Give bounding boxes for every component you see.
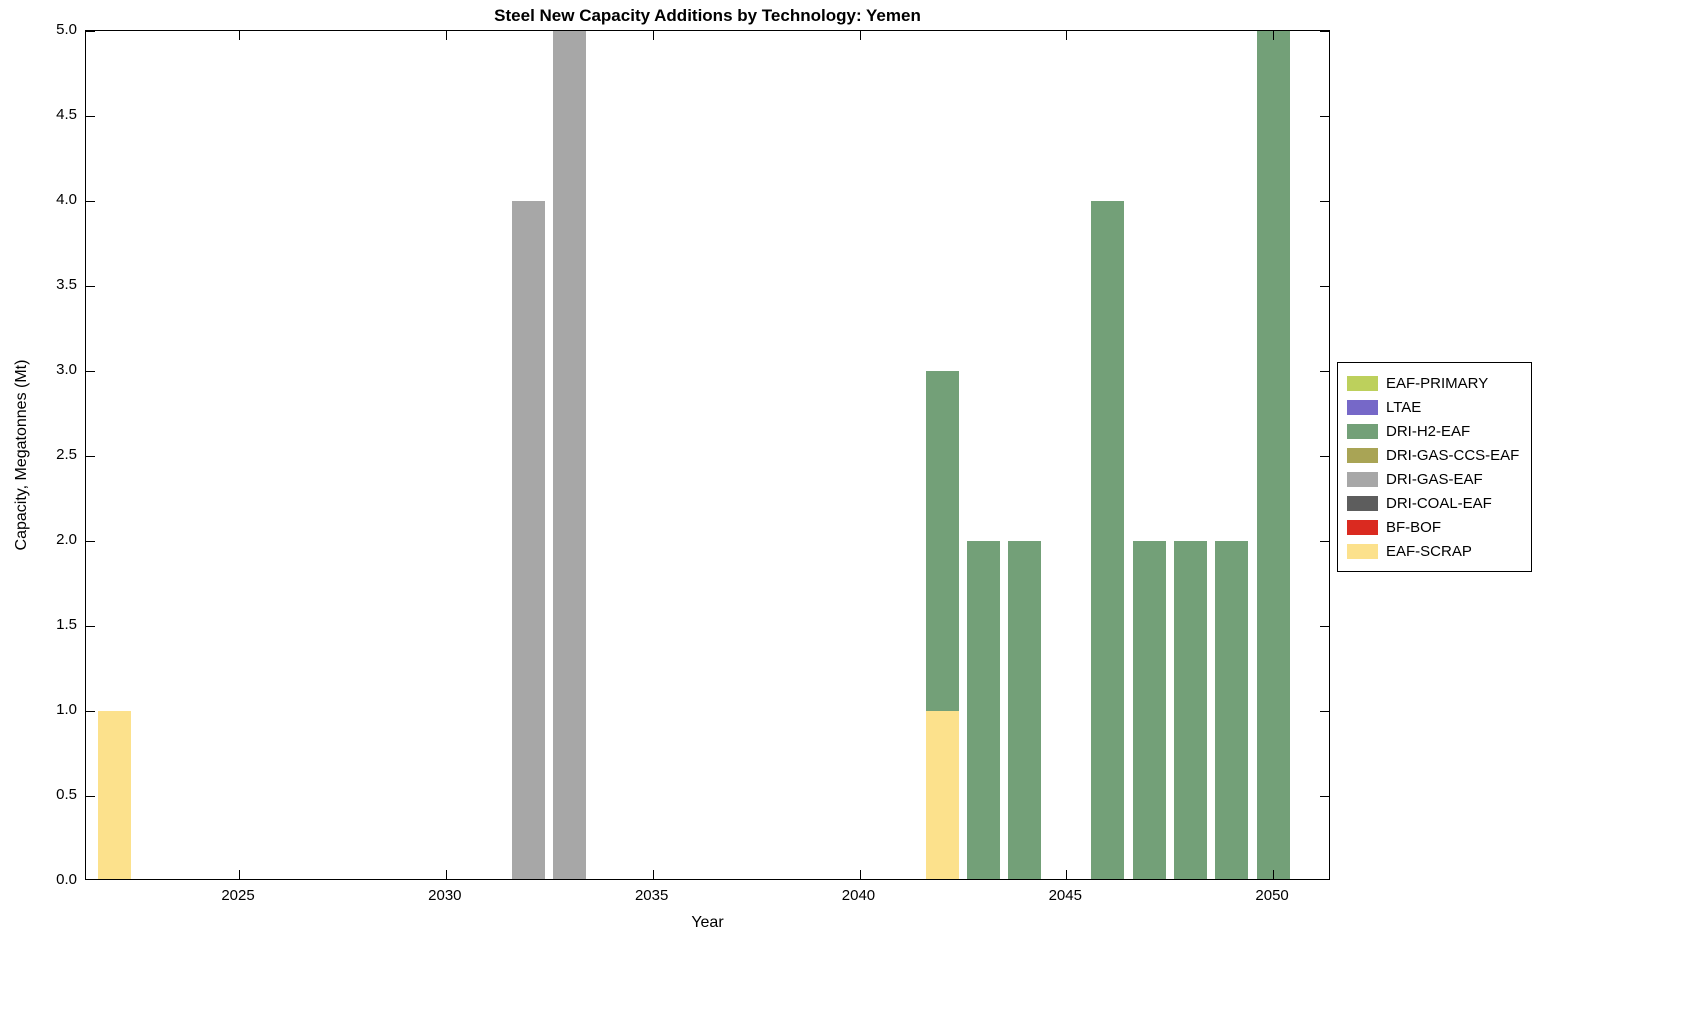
legend-entry-dri-coal-eaf: DRI-COAL-EAF: [1347, 491, 1519, 515]
x-tick-label: 2025: [221, 887, 255, 904]
legend-label: EAF-PRIMARY: [1386, 374, 1489, 392]
legend-entry-ltae: LTAE: [1347, 395, 1519, 419]
y-tick: [86, 796, 95, 797]
x-tick: [445, 870, 447, 879]
y-tick-label: 2.0: [56, 531, 77, 548]
legend-label: DRI-GAS-CCS-EAF: [1386, 446, 1520, 464]
legend-swatch-eaf-primary: [1347, 375, 1378, 391]
legend-label: DRI-COAL-EAF: [1386, 494, 1492, 512]
y-tick-right: [1320, 116, 1329, 117]
legend-entry-eaf-primary: EAF-PRIMARY: [1347, 371, 1519, 395]
legend-swatch-bf-bof: [1347, 519, 1378, 535]
x-tick-label: 2045: [1048, 887, 1082, 904]
y-tick-right: [1320, 796, 1329, 797]
bar-dri-h2-eaf-2047: [1132, 541, 1166, 879]
y-tick-label: 1.5: [56, 616, 77, 633]
y-tick: [86, 31, 95, 32]
legend-entry-bf-bof: BF-BOF: [1347, 515, 1519, 539]
x-tick: [1066, 870, 1068, 879]
x-axis-label: Year: [691, 914, 724, 931]
x-tick: [652, 870, 654, 879]
legend-swatch-ltae: [1347, 399, 1378, 415]
y-tick-right: [1320, 371, 1329, 372]
y-tick-right: [1320, 31, 1329, 32]
y-tick-label: 3.0: [56, 361, 77, 378]
x-tick-top: [1273, 31, 1275, 40]
y-tick-right: [1320, 201, 1329, 202]
bar-eaf-scrap-2022: [98, 711, 132, 879]
y-tick: [86, 201, 95, 202]
legend-swatch-dri-h2-eaf: [1347, 423, 1378, 439]
legend-entry-eaf-scrap: EAF-SCRAP: [1347, 539, 1519, 563]
x-tick: [859, 870, 861, 879]
x-tick-label: 2030: [428, 887, 462, 904]
x-tick: [1273, 870, 1275, 879]
x-tick-top: [859, 31, 861, 40]
y-tick-label: 5.0: [56, 21, 77, 38]
y-tick: [86, 711, 95, 712]
bar-dri-gas-eaf-2032: [512, 201, 546, 879]
y-tick: [86, 541, 95, 542]
legend-entry-dri-gas-eaf: DRI-GAS-EAF: [1347, 467, 1519, 491]
x-tick-label: 2050: [1255, 887, 1289, 904]
x-tick-label: 2035: [634, 887, 669, 904]
legend-label: EAF-SCRAP: [1386, 542, 1472, 560]
legend-label: BF-BOF: [1386, 518, 1441, 536]
bar-dri-h2-eaf-2049: [1215, 541, 1249, 879]
y-tick-right: [1320, 711, 1329, 712]
bar-dri-h2-eaf-2050: [1256, 31, 1290, 879]
y-tick-right: [1320, 541, 1329, 542]
legend: EAF-PRIMARY LTAE DRI-H2-EAF DRI-GAS-CCS-EAF…: [1337, 362, 1533, 572]
chart-title: Steel New Capacity Additions by Technolo…: [494, 6, 921, 25]
bar-dri-h2-eaf-2048: [1173, 541, 1207, 879]
y-tick-right: [1320, 286, 1329, 287]
bar-dri-h2-eaf-2042: [925, 371, 959, 711]
bar-dri-gas-eaf-2033: [553, 31, 587, 879]
legend-label: DRI-H2-EAF: [1386, 422, 1471, 440]
x-tick: [239, 870, 240, 879]
bar-dri-h2-eaf-2043: [967, 541, 1001, 879]
y-tick: [86, 286, 95, 287]
y-tick-label: 2.5: [56, 446, 77, 463]
y-tick-label: 0.0: [56, 871, 77, 888]
bar-dri-h2-eaf-2046: [1091, 201, 1125, 879]
y-tick-right: [1320, 456, 1329, 457]
y-tick-label: 3.5: [56, 276, 77, 293]
legend-swatch-dri-gas-eaf: [1347, 471, 1378, 487]
y-tick: [86, 116, 95, 117]
bar-dri-h2-eaf-2044: [1008, 541, 1042, 879]
x-tick-label: 2040: [841, 887, 876, 904]
plot-area: [85, 30, 1330, 880]
legend-swatch-dri-coal-eaf: [1347, 495, 1378, 511]
y-tick-label: 4.5: [56, 106, 77, 123]
legend-swatch-eaf-scrap: [1347, 543, 1378, 559]
y-tick: [86, 456, 95, 457]
x-tick-top: [652, 31, 654, 40]
x-tick-top: [1066, 31, 1068, 40]
legend-label: DRI-GAS-EAF: [1386, 470, 1483, 488]
y-tick: [86, 371, 95, 372]
y-tick-label: 4.0: [56, 191, 77, 208]
y-tick-label: 1.0: [56, 701, 77, 718]
legend-entry-dri-h2-eaf: DRI-H2-EAF: [1347, 419, 1519, 443]
legend-label: LTAE: [1386, 398, 1422, 416]
legend-swatch-dri-gas-ccs-eaf: [1347, 447, 1378, 463]
y-tick: [86, 626, 95, 627]
y-tick-label: 0.5: [56, 786, 77, 803]
bar-eaf-scrap-2042: [925, 711, 959, 879]
y-tick-right: [1320, 626, 1329, 627]
x-tick-top: [239, 31, 240, 40]
x-tick-top: [445, 31, 447, 40]
legend-entry-dri-gas-ccs-eaf: DRI-GAS-CCS-EAF: [1347, 443, 1519, 467]
